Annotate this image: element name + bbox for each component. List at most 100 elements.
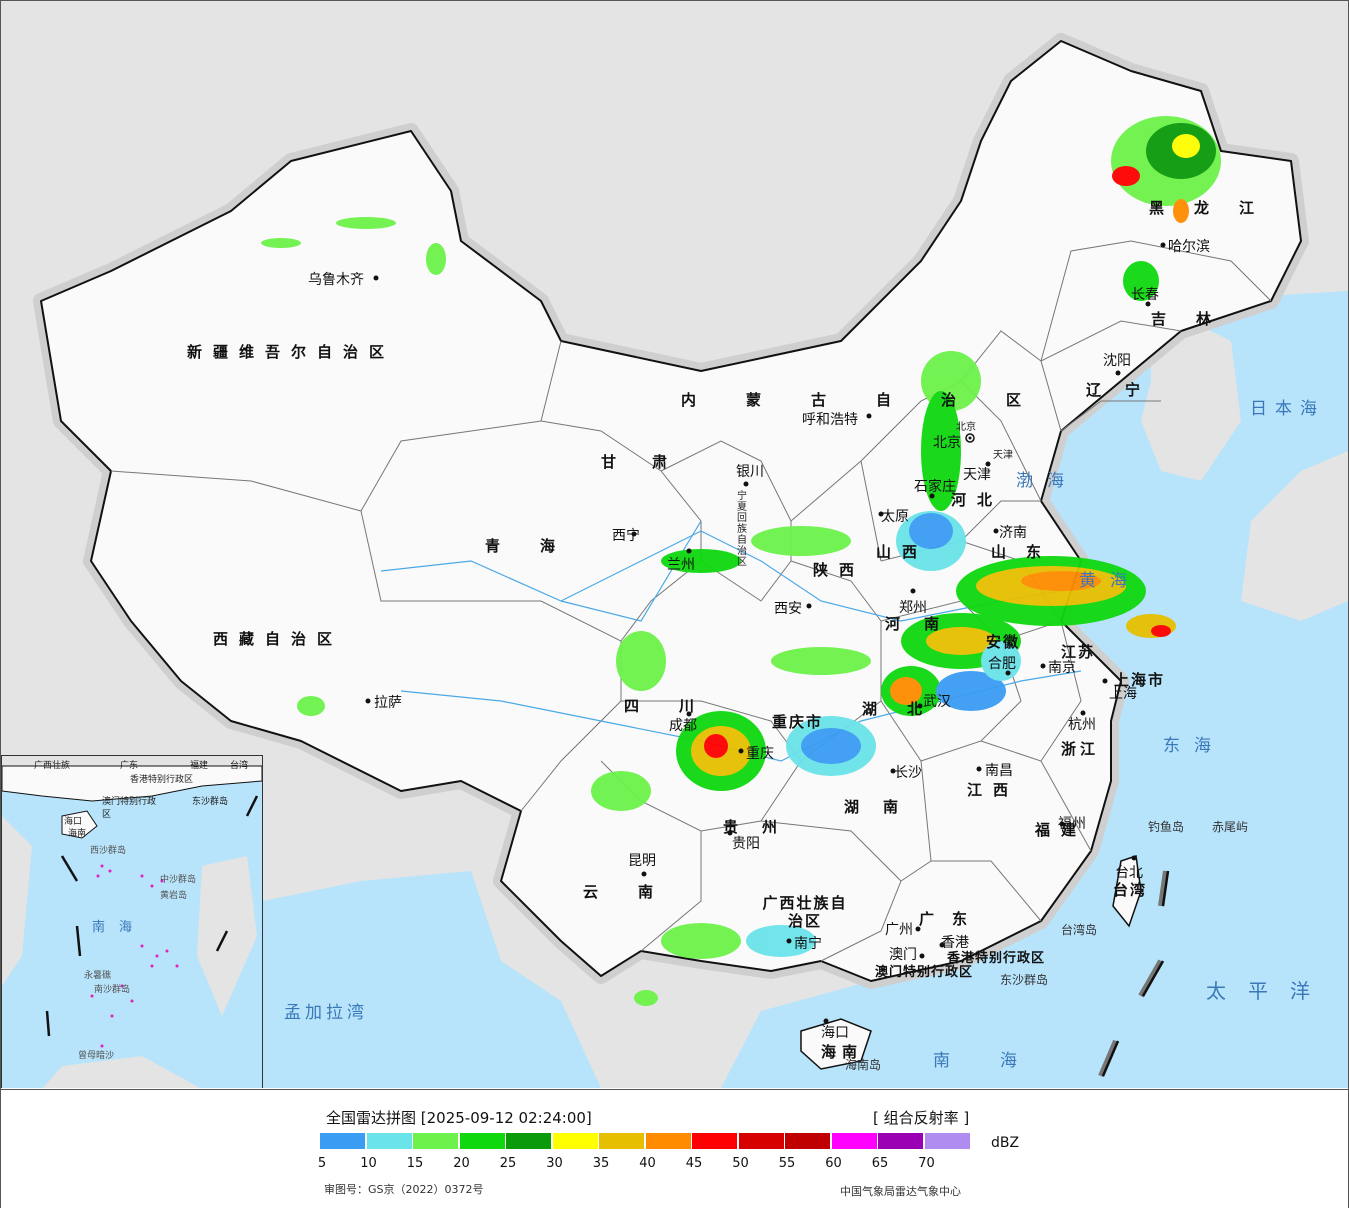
- color-scale-box: [692, 1133, 737, 1149]
- province-label-taiwan: 台湾: [1113, 881, 1148, 899]
- source-credit: 中国气象局雷达气象中心: [840, 1185, 961, 1198]
- province-label-gansu: 甘肃: [601, 453, 704, 471]
- city-label-chengdu: 成都: [669, 718, 697, 734]
- inset-label-south-sea: 南海: [92, 920, 147, 935]
- inset-label-zhongsha: 中沙群岛: [160, 875, 197, 885]
- legend-panel: 全国雷达拼图 [2025-09-12 02:24:00] [ 组合反射率 ] d…: [1, 1089, 1348, 1208]
- inset-label-taiwan: 台湾: [230, 761, 249, 771]
- inset-canvas: [2, 756, 262, 1088]
- province-label-jiangxi: 江西: [967, 781, 1020, 799]
- city-label-changsha: 长沙: [894, 765, 922, 781]
- south-china-sea-inset: 广西壮族 广东 福建 台湾 香港特别行政区 澳门特别行政区 东沙群岛 海口 海南…: [1, 755, 263, 1088]
- province-label-guizhou: 贵州: [723, 818, 802, 836]
- province-label-guangdong: 广东: [919, 910, 986, 928]
- city-label-chongqing: 重庆: [746, 746, 774, 762]
- color-scale-tick-label: 15: [406, 1156, 424, 1171]
- province-label-fujian: 福建: [1035, 821, 1088, 839]
- city-label-taiyuan: 太原: [881, 509, 909, 525]
- inset-label-huangyan: 黄岩岛: [160, 891, 188, 901]
- city-label-harbin: 哈尔滨: [1168, 239, 1210, 255]
- province-label-ningxia: 宁夏回族自治区: [737, 491, 747, 568]
- color-scale-box: [738, 1133, 784, 1149]
- color-scale-box: [645, 1133, 691, 1149]
- color-scale-box: [366, 1133, 412, 1149]
- inset-label-yongshu: 永暑礁: [84, 971, 112, 981]
- province-label-hainan: 海南: [821, 1043, 864, 1061]
- sea-label-bay-of-bengal: 孟加拉湾: [284, 1003, 368, 1023]
- inset-label-fujian: 福建: [190, 761, 209, 771]
- inset-label-dongsha: 东沙群岛: [192, 797, 229, 807]
- city-label-yinchuan: 银川: [736, 464, 764, 480]
- province-label-yunnan: 云南: [583, 883, 694, 901]
- city-label-changchun: 长春: [1131, 287, 1159, 303]
- island-label-diaoyu: 钓鱼岛: [1148, 820, 1185, 834]
- city-label-guangzhou: 广州: [885, 922, 913, 938]
- inset-label-guangxi: 广西壮族: [34, 761, 71, 771]
- color-scale-tick-label: 35: [592, 1156, 610, 1171]
- color-scale-tick-label: 40: [639, 1156, 656, 1171]
- inset-label-macau: 澳门特别行政区: [102, 797, 157, 820]
- province-label-tianjin: 天津: [993, 450, 1013, 461]
- province-label-heilongjiang: 黑龙江: [1149, 199, 1285, 217]
- city-label-lhasa: 拉萨: [374, 695, 402, 711]
- province-label-hebei: 河北: [951, 491, 1004, 509]
- city-label-hefei: 合肥: [988, 656, 1016, 672]
- color-scale-tick-label: 5: [317, 1156, 327, 1171]
- province-label-liaoning: 辽宁: [1086, 381, 1165, 399]
- color-scale-bar: [320, 1133, 971, 1149]
- color-scale-tick-label: 45: [685, 1156, 703, 1171]
- sea-label-south-china-sea: 南海: [933, 1051, 1067, 1071]
- province-label-hongkong: 香港特别行政区: [947, 951, 1046, 966]
- city-label-macau: 澳门: [889, 947, 917, 963]
- city-label-shenyang: 沈阳: [1103, 353, 1131, 369]
- color-scale-box: [320, 1133, 365, 1149]
- color-scale-tick-label: 30: [546, 1156, 563, 1171]
- color-scale-box: [831, 1133, 877, 1149]
- inset-label-guangdong: 广东: [120, 761, 139, 771]
- province-label-zhejiang: 浙江: [1061, 740, 1100, 758]
- province-label-anhui: 安徽: [986, 633, 1021, 651]
- province-label-shanxi: 山西: [876, 543, 929, 561]
- color-scale-box: [785, 1133, 830, 1149]
- china-radar-map: 新疆维吾尔自治区 西藏自治区 青海 甘肃 内蒙古自治区 黑龙江 吉林 辽宁 河北…: [1, 1, 1348, 1088]
- city-label-tianjin: 天津: [963, 467, 991, 483]
- color-scale-tick-label: 60: [825, 1156, 842, 1171]
- city-label-fuzhou: 福州: [1058, 816, 1086, 832]
- province-label-hunan: 湖南: [844, 798, 923, 816]
- island-label-dongsha: 东沙群岛: [1000, 973, 1049, 987]
- province-label-jilin: 吉林: [1151, 310, 1242, 328]
- province-label-shandong: 山东: [991, 543, 1062, 561]
- province-label-qinghai: 青海: [485, 537, 596, 555]
- color-scale-tick-label: 20: [453, 1156, 470, 1171]
- city-label-xian: 西安: [774, 601, 802, 617]
- review-number: 审图号：GS京（2022）0372号: [324, 1183, 484, 1196]
- city-label-lanzhou: 兰州: [667, 557, 695, 573]
- color-scale-box: [599, 1133, 644, 1149]
- island-label-taiwan-island: 台湾岛: [1061, 923, 1098, 937]
- province-label-jiangsu: 江苏: [1061, 643, 1096, 661]
- city-label-zhengzhou: 郑州: [899, 600, 927, 616]
- city-label-hongkong: 香港: [941, 935, 969, 951]
- province-label-shaanxi: 陕西: [813, 561, 866, 579]
- color-scale-box: [413, 1133, 458, 1149]
- city-label-taipei: 台北: [1115, 865, 1143, 881]
- city-label-jinan: 济南: [999, 525, 1027, 541]
- city-label-kunming: 昆明: [628, 853, 656, 869]
- color-scale-tick-label: 70: [918, 1156, 935, 1171]
- color-scale-tick-label: 65: [871, 1156, 889, 1171]
- inset-label-hainan: 海南: [68, 829, 87, 839]
- city-label-shijiazhuang: 石家庄: [914, 479, 956, 495]
- sea-label-bohai: 渤海: [1016, 471, 1078, 491]
- province-label-henan: 河南: [885, 615, 964, 633]
- map-canvas: [33, 33, 1348, 1088]
- province-label-neimenggu: 内蒙古自治区: [681, 391, 1072, 409]
- province-label-beijing: 北京: [956, 422, 976, 433]
- city-label-shanghai: 上海: [1109, 686, 1137, 702]
- island-label-hainan-island: 海南岛: [845, 1058, 882, 1072]
- color-scale-box: [924, 1133, 970, 1149]
- inset-label-zengmu: 曾母暗沙: [78, 1051, 115, 1061]
- city-label-nanning: 南宁: [794, 936, 822, 952]
- city-label-hangzhou: 杭州: [1068, 717, 1096, 733]
- color-scale-box: [552, 1133, 598, 1149]
